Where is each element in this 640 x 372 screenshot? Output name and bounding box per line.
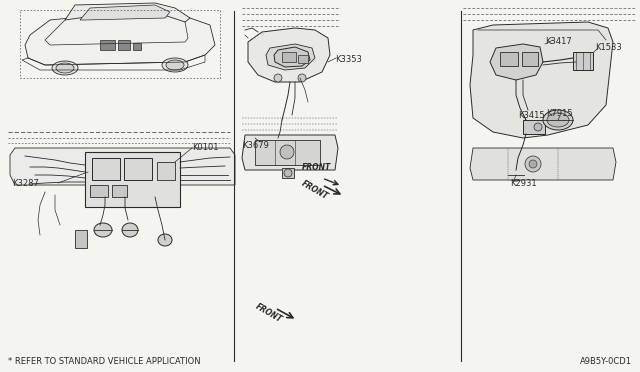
Circle shape	[280, 145, 294, 159]
Circle shape	[274, 74, 282, 82]
Polygon shape	[242, 135, 338, 170]
Ellipse shape	[56, 63, 74, 73]
Ellipse shape	[166, 60, 184, 70]
Text: K3353: K3353	[335, 55, 362, 64]
Polygon shape	[266, 44, 315, 70]
Text: K2931: K2931	[510, 179, 536, 187]
Text: * REFER TO STANDARD VEHICLE APPLICATION: * REFER TO STANDARD VEHICLE APPLICATION	[8, 357, 200, 366]
Bar	[298, 55, 308, 63]
Bar	[75, 230, 87, 248]
Text: K0101: K0101	[192, 144, 218, 153]
Ellipse shape	[158, 234, 172, 246]
Circle shape	[298, 74, 306, 82]
Bar	[100, 40, 115, 50]
Bar	[133, 43, 141, 50]
Ellipse shape	[162, 58, 188, 72]
Bar	[112, 185, 127, 197]
Text: FRONT: FRONT	[254, 302, 284, 324]
Circle shape	[529, 160, 537, 168]
Ellipse shape	[543, 110, 573, 130]
Text: K3287: K3287	[12, 179, 39, 187]
Ellipse shape	[94, 223, 112, 237]
Bar	[124, 158, 152, 180]
Ellipse shape	[122, 223, 138, 237]
Text: K7915: K7915	[546, 109, 573, 118]
Bar	[90, 185, 108, 197]
Text: A9B5Y-0CD1: A9B5Y-0CD1	[580, 357, 632, 366]
Text: FRONT: FRONT	[300, 179, 330, 201]
Polygon shape	[490, 44, 543, 80]
Polygon shape	[25, 12, 215, 65]
Text: K3679: K3679	[242, 141, 269, 150]
Text: K1533: K1533	[595, 44, 621, 52]
Text: K3417: K3417	[545, 38, 572, 46]
Ellipse shape	[52, 61, 78, 75]
Bar	[118, 40, 130, 50]
Polygon shape	[80, 5, 170, 20]
Circle shape	[525, 156, 541, 172]
Bar	[255, 140, 320, 165]
Bar	[573, 52, 593, 70]
Polygon shape	[248, 28, 330, 82]
Circle shape	[534, 123, 542, 131]
Circle shape	[284, 169, 292, 177]
Polygon shape	[65, 3, 190, 22]
Ellipse shape	[508, 169, 524, 181]
Text: FRONT: FRONT	[302, 164, 332, 173]
Bar	[92, 158, 120, 180]
Bar	[523, 120, 545, 134]
Bar	[282, 168, 294, 178]
Ellipse shape	[547, 113, 569, 127]
Polygon shape	[470, 148, 616, 180]
Bar	[85, 152, 180, 207]
Bar	[522, 52, 538, 66]
Polygon shape	[274, 47, 310, 67]
Bar	[157, 162, 175, 180]
Text: K3415: K3415	[518, 110, 545, 119]
Bar	[500, 52, 518, 66]
Bar	[282, 52, 296, 62]
Polygon shape	[470, 22, 613, 138]
Polygon shape	[10, 148, 235, 185]
